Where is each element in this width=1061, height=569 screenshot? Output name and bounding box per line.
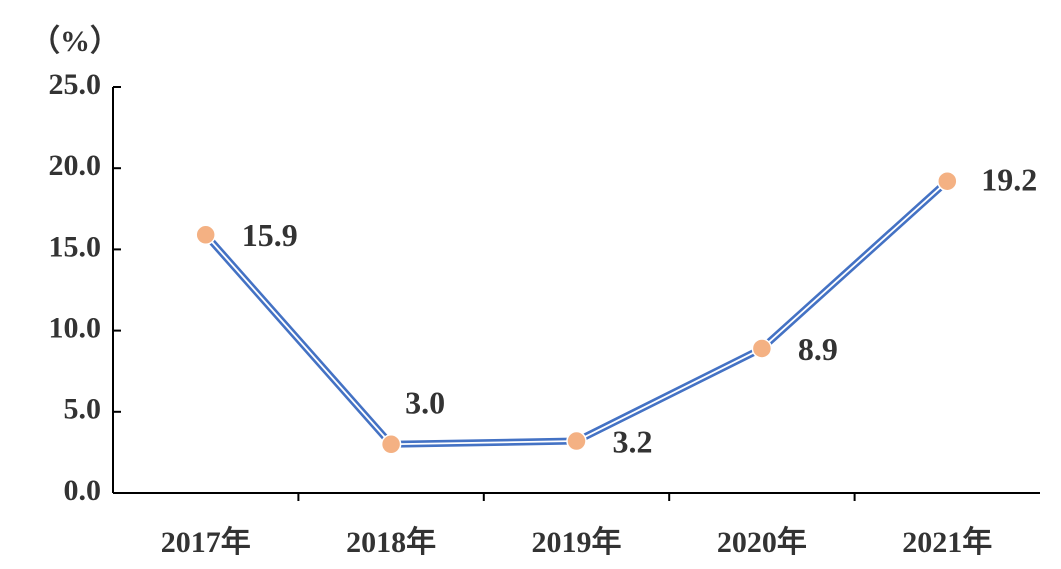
marker bbox=[195, 224, 216, 246]
x-tick-label: 2017年 bbox=[161, 526, 251, 559]
data-label: 3.0 bbox=[405, 385, 445, 421]
y-axis-unit: （%） bbox=[30, 24, 120, 58]
data-label: 19.2 bbox=[981, 162, 1037, 198]
y-tick-label: 10.0 bbox=[49, 311, 102, 344]
x-tick-label: 2018年 bbox=[346, 526, 436, 559]
data-label: 3.2 bbox=[613, 423, 653, 459]
line bbox=[203, 178, 950, 448]
y-tick-label: 20.0 bbox=[49, 149, 102, 182]
line-highlight bbox=[205, 180, 948, 446]
x-tick-label: 2020年 bbox=[717, 526, 807, 559]
x-tick-label: 2021年 bbox=[902, 526, 992, 559]
data-label: 15.9 bbox=[242, 217, 298, 253]
y-tick-label: 5.0 bbox=[64, 393, 102, 426]
marker bbox=[380, 434, 402, 455]
x-tick-label: 2019年 bbox=[532, 526, 622, 559]
y-tick-label: 25.0 bbox=[49, 68, 102, 101]
data-label: 8.9 bbox=[798, 331, 838, 367]
y-tick-label: 15.0 bbox=[49, 230, 102, 263]
marker bbox=[566, 430, 587, 452]
marker bbox=[751, 338, 773, 359]
marker bbox=[937, 170, 958, 192]
y-tick-label: 0.0 bbox=[64, 474, 102, 507]
